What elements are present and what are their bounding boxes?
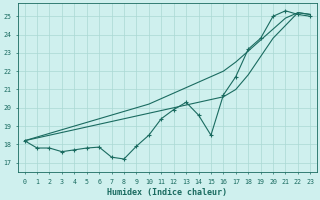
- X-axis label: Humidex (Indice chaleur): Humidex (Indice chaleur): [108, 188, 228, 197]
